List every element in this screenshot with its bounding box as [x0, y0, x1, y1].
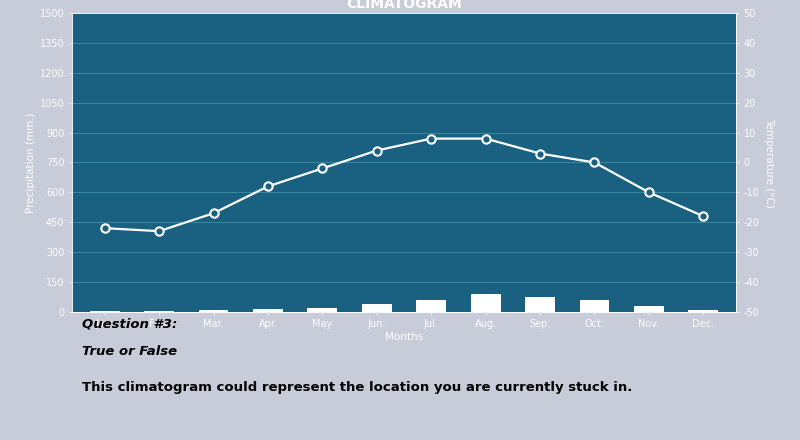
Text: This climatogram could represent the location you are currently stuck in.: This climatogram could represent the loc… — [82, 381, 632, 394]
Bar — [416, 300, 446, 312]
Bar — [525, 297, 555, 312]
Y-axis label: Temperature (°C): Temperature (°C) — [764, 117, 774, 207]
Bar — [253, 309, 283, 312]
Text: Question #3:: Question #3: — [82, 318, 178, 331]
Bar — [362, 304, 392, 312]
X-axis label: Months: Months — [385, 332, 423, 342]
Bar — [470, 294, 501, 312]
Bar — [688, 310, 718, 312]
Bar — [90, 311, 120, 312]
Bar — [634, 306, 664, 312]
Bar — [579, 300, 610, 312]
Title: CLIMATOGRAM: CLIMATOGRAM — [346, 0, 462, 11]
Bar — [307, 308, 338, 312]
Text: True or False: True or False — [82, 345, 177, 358]
Bar — [144, 311, 174, 312]
Y-axis label: Precipitation (mm.): Precipitation (mm.) — [26, 112, 35, 213]
Bar — [198, 310, 229, 312]
